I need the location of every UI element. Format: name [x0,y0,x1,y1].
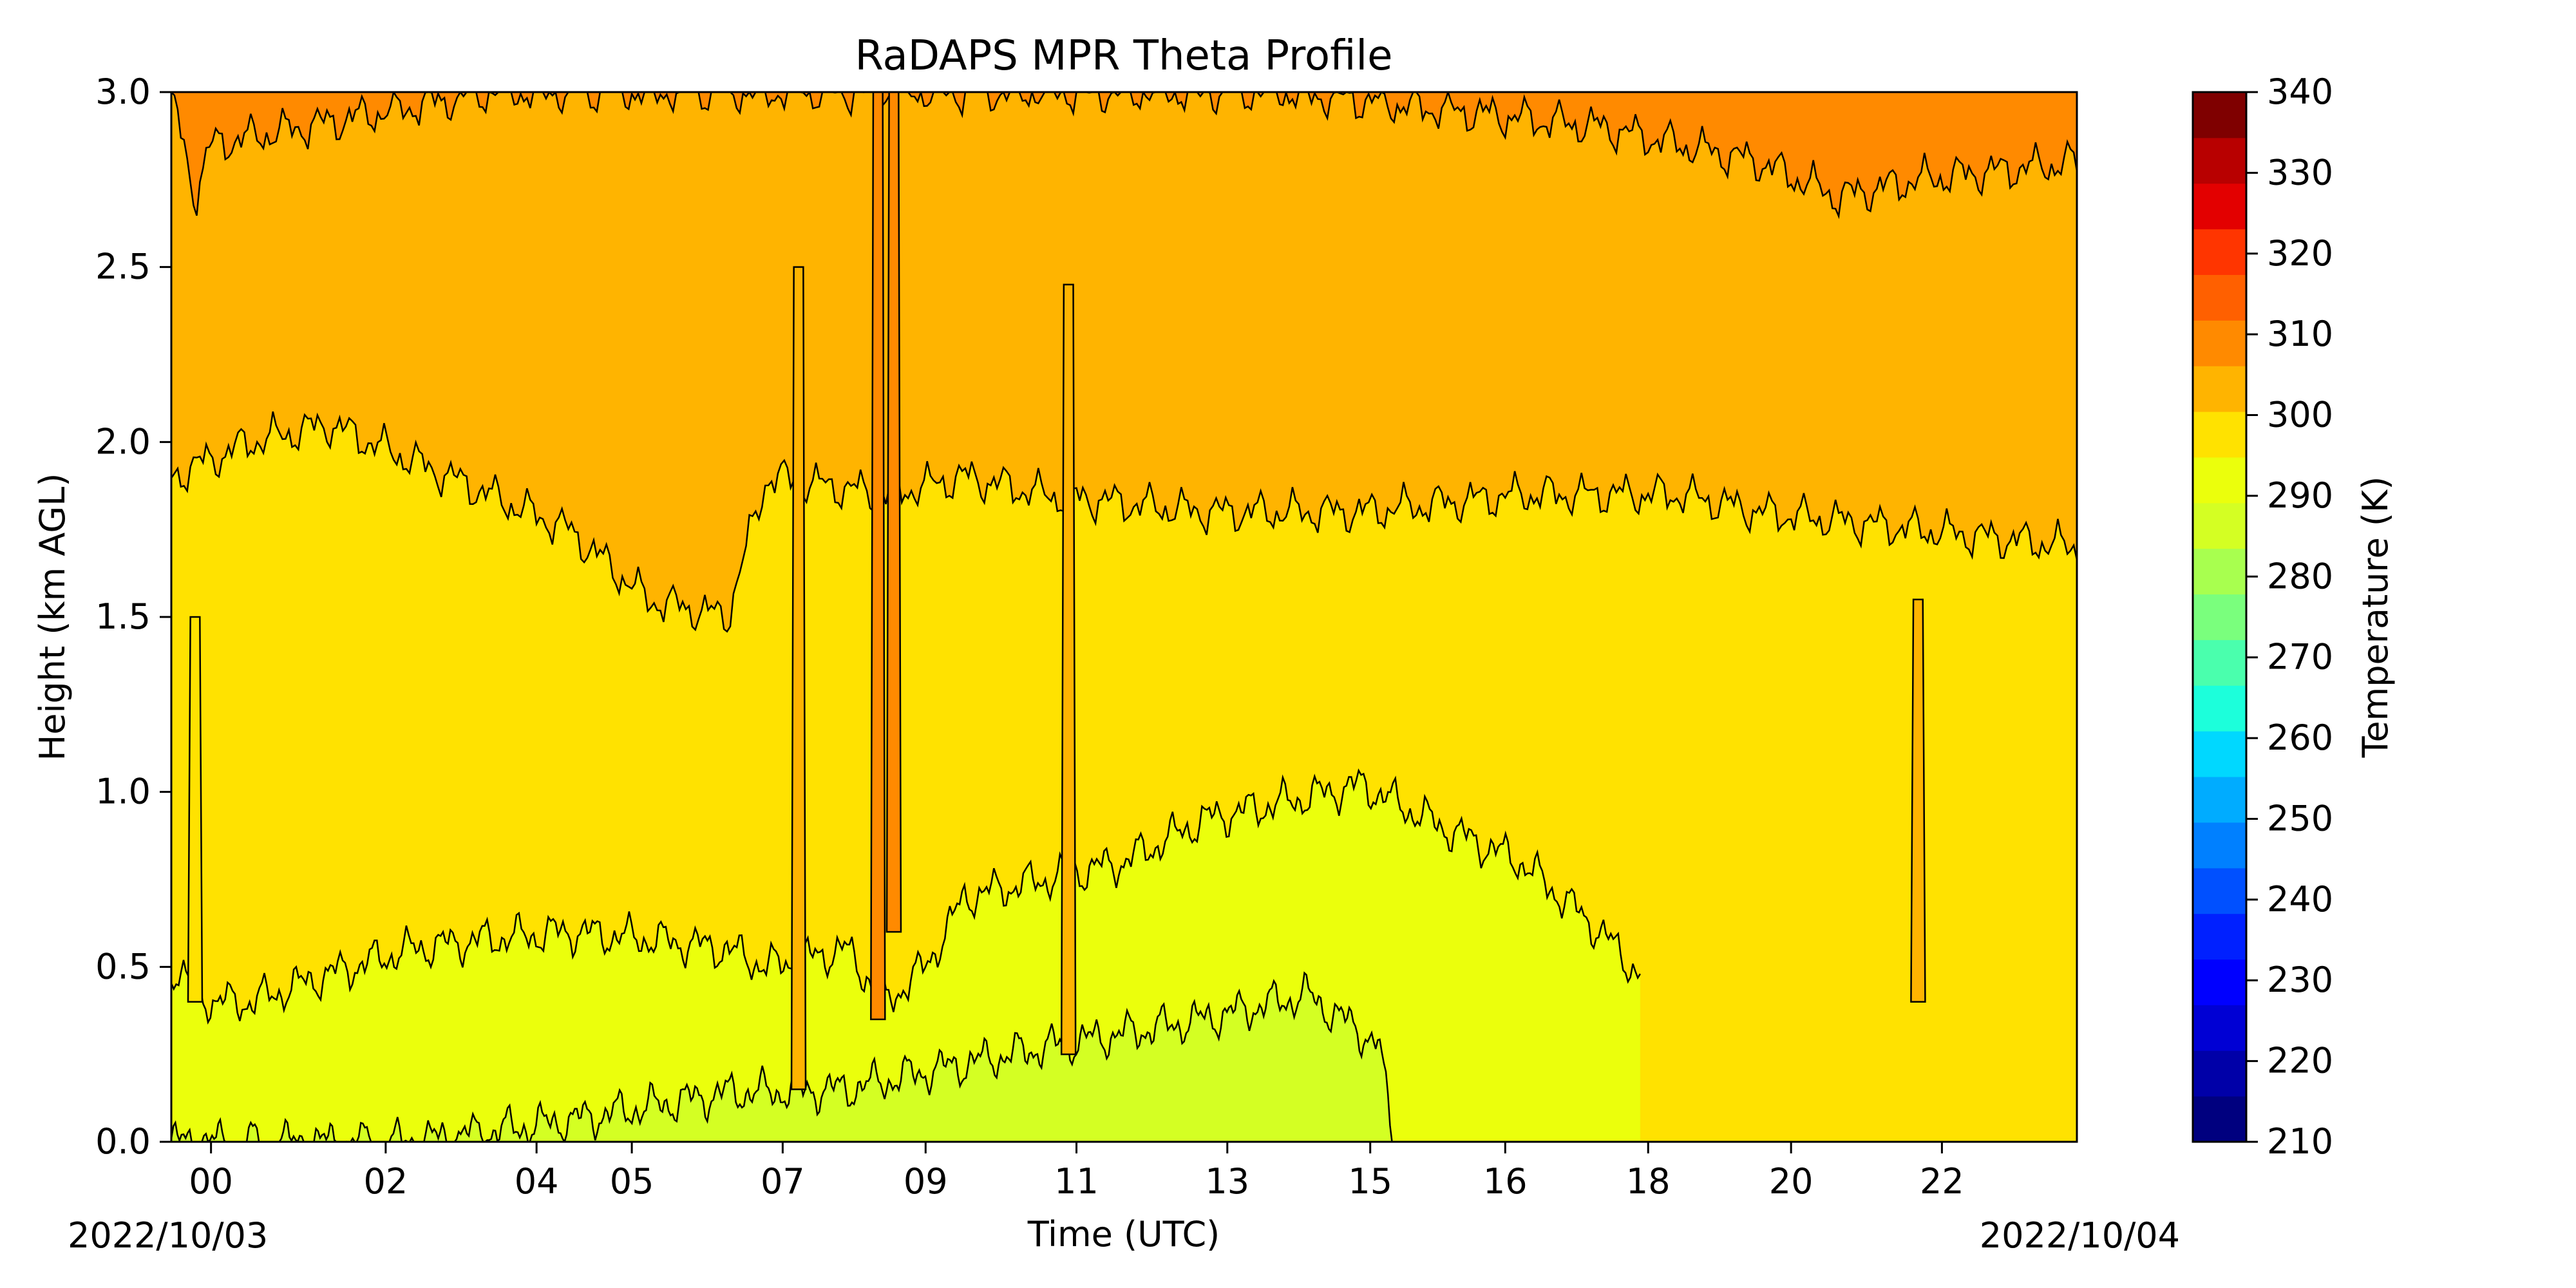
colorbar-segment [2193,822,2246,869]
contour-spike-1 [886,92,902,933]
colorbar-frame [2192,91,2248,1143]
x-tick-label: 18 [1626,1161,1671,1202]
contour-spike-0 [870,92,886,1021]
y-tick-label: 1.0 [95,772,151,812]
contour-spike-4 [1910,598,1926,1003]
x-tick-label: 13 [1205,1161,1249,1202]
chart-title: RaDAPS MPR Theta Profile [855,32,1392,80]
contour-line-285 [171,971,1394,1142]
colorbar-segment [2193,183,2246,230]
y-tick-label: 0.0 [95,1121,151,1162]
colorbar-segment [2193,548,2246,595]
contour-line-290 [171,768,1641,1025]
colorbar-tick-label: 320 [2267,233,2333,274]
colorbar: 210 220 230 240 250 260 270 280 290 300 310 320 330 3… [2192,71,2333,1162]
colorbar-segment [2193,502,2246,549]
colorbar-segment [2193,320,2246,366]
colorbar-segment [2193,913,2246,960]
y-tick-label: 1.5 [95,596,151,637]
colorbar-tick-label: 230 [2267,960,2333,1000]
contour-spike-2 [790,266,807,1090]
colorbar-segment [2193,594,2246,640]
colorbar-segment [2193,959,2246,1005]
x-tick-label: 09 [904,1161,948,1202]
y-tick-label: 0.5 [95,946,151,987]
y-axis: 0.0 0.5 1.0 1.5 2.0 2.5 3.0 [95,71,171,1162]
contour-spike-3 [1060,283,1077,1056]
colorbar-segment [2193,731,2246,777]
x-tick-label: 07 [761,1161,805,1202]
colorbar-segment [2193,867,2246,914]
start-date-label: 2022/10/03 [68,1215,268,1256]
x-axis: 00 02 04 05 07 09 11 13 15 16 18 20 22 [189,1142,1964,1202]
colorbar-segment [2193,137,2246,184]
colorbar-segment [2193,685,2246,732]
colorbar-tick-label: 240 [2267,879,2333,920]
colorbar-tick-label: 210 [2267,1121,2333,1162]
colorbar-tick-label: 330 [2267,152,2333,193]
contour-line-300 [171,92,2077,220]
colorbar-tick-label: 270 [2267,637,2333,677]
x-axis-label: Time (UTC) [1027,1214,1220,1255]
y-tick-label: 2.0 [95,421,151,462]
colorbar-segment [2193,1005,2246,1051]
contour-band-285 [171,972,1394,1142]
x-tick-label: 02 [364,1161,408,1202]
colorbar-tick-label: 310 [2267,314,2333,354]
colorbar-tick-label: 300 [2267,395,2333,435]
plot-area [171,92,2077,1142]
colorbar-segment [2193,366,2246,412]
x-tick-label: 22 [1920,1161,1964,1202]
contour-line-295 [171,411,2077,633]
colorbar-tick-label: 290 [2267,475,2333,516]
y-axis-label: Height (km AGL) [32,473,73,761]
contour-spike-5 [187,616,204,1003]
x-tick-label: 04 [515,1161,559,1202]
x-tick-label: 20 [1769,1161,1814,1202]
colorbar-segment [2193,274,2246,321]
colorbar-label: Temperature (K) [2355,477,2396,759]
x-tick-label: 16 [1483,1161,1528,1202]
colorbar-tick-label: 280 [2267,556,2333,596]
x-tick-label: 15 [1348,1161,1392,1202]
colorbar-segment [2193,457,2246,504]
colorbar-tick-label: 340 [2267,71,2333,112]
colorbar-tick-label: 250 [2267,798,2333,838]
end-date-label: 2022/10/04 [1980,1215,2180,1256]
colorbar-segment [2193,229,2246,275]
colorbar-segment [2193,1050,2246,1097]
x-tick-label: 11 [1054,1161,1099,1202]
colorbar-segment [2193,777,2246,823]
colorbar-segment [2193,92,2246,138]
colorbar-segment [2193,1096,2246,1142]
y-tick-label: 2.5 [95,247,151,287]
y-tick-label: 3.0 [95,71,151,112]
x-tick-label: 05 [610,1161,654,1202]
x-tick-label: 00 [189,1161,233,1202]
colorbar-segment [2193,412,2246,458]
colorbar-tick-label: 260 [2267,717,2333,758]
colorbar-tick-label: 220 [2267,1041,2333,1081]
colorbar-segment [2193,639,2246,686]
